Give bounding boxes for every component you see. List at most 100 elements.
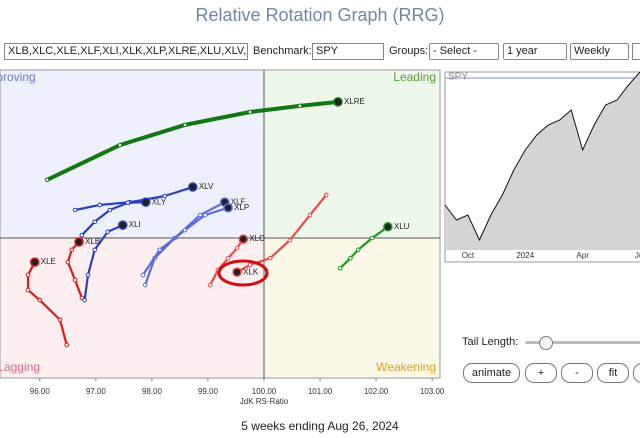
x-tick-label: 103.00 bbox=[420, 387, 445, 396]
head-point bbox=[140, 197, 151, 207]
tail-point bbox=[267, 255, 273, 261]
tail-point bbox=[125, 200, 131, 206]
series-label: XLF bbox=[231, 197, 246, 206]
fit-button[interactable]: fit bbox=[597, 363, 629, 383]
price-x-label: Oct bbox=[462, 251, 475, 260]
tail-point bbox=[92, 219, 98, 225]
price-x-label: 2024 bbox=[516, 251, 534, 260]
tail-point bbox=[202, 212, 208, 218]
tail-point bbox=[323, 192, 329, 198]
tail-point bbox=[337, 265, 343, 271]
price-symbol: SPY bbox=[448, 72, 468, 83]
plus-button[interactable]: + bbox=[525, 363, 557, 383]
quadrant-label: Weakening bbox=[376, 360, 436, 374]
benchmark-label: Benchmark: bbox=[253, 45, 312, 57]
tail-point bbox=[65, 259, 71, 265]
tail-point bbox=[82, 297, 87, 303]
tail-line bbox=[26, 260, 68, 347]
groups-label: Groups: bbox=[389, 45, 429, 57]
tail-point bbox=[69, 247, 75, 253]
highlight-ellipse bbox=[217, 259, 269, 287]
minus-button[interactable]: - bbox=[561, 363, 593, 383]
benchmark-input[interactable]: SPY bbox=[312, 43, 384, 60]
tail-point bbox=[85, 272, 91, 278]
price-x-label: Apr bbox=[576, 251, 589, 260]
frequency-select[interactable]: Weekly bbox=[570, 43, 629, 60]
x-tick-label: 98.00 bbox=[142, 387, 163, 396]
tail-point bbox=[97, 202, 103, 208]
plot-frame bbox=[0, 69, 441, 379]
tail-point bbox=[105, 229, 110, 235]
tail-point bbox=[140, 272, 146, 278]
tail-point bbox=[234, 245, 240, 251]
tail-point bbox=[247, 109, 253, 115]
x-tick-label: 102.00 bbox=[364, 387, 389, 396]
tail-point bbox=[207, 282, 213, 288]
price-x-label: Jul bbox=[635, 251, 640, 260]
animate-button[interactable]: animate bbox=[463, 363, 520, 383]
quadrant-leading bbox=[264, 70, 440, 238]
slider-knob[interactable] bbox=[539, 336, 553, 350]
tail-point bbox=[247, 262, 253, 268]
head-point bbox=[383, 222, 393, 232]
tail-point bbox=[25, 272, 31, 278]
series-label: XLRE bbox=[344, 97, 365, 106]
price-line bbox=[444, 71, 640, 242]
page-title: Relative Rotation Graph (RRG) bbox=[195, 5, 445, 25]
price-panel: SPY Oct 2024 Apr Jul bbox=[444, 71, 640, 263]
tail-line bbox=[45, 99, 340, 182]
series-label: XLV bbox=[199, 182, 214, 191]
tail-point bbox=[142, 282, 148, 288]
series-label: XLU bbox=[394, 222, 410, 231]
tail-length-label: Tail Length: bbox=[462, 336, 519, 348]
tail-point bbox=[25, 287, 31, 293]
x-tick-label: 100.00 bbox=[252, 387, 277, 396]
price-area bbox=[445, 72, 640, 250]
series-label: XLE bbox=[41, 257, 56, 266]
symbols-input[interactable]: XLB,XLC,XLE,XLF,XLI,XLK,XLP,XLRE,XLU,XLV… bbox=[4, 43, 248, 60]
head-point bbox=[223, 203, 233, 213]
head-point bbox=[238, 234, 249, 244]
tail-point bbox=[107, 207, 113, 213]
series-label: XLC bbox=[249, 234, 265, 243]
quadrant-improving bbox=[0, 70, 264, 238]
quadrant-label: Lagging bbox=[0, 360, 40, 374]
period-select[interactable]: 1 year bbox=[503, 43, 567, 60]
tail-slider[interactable] bbox=[525, 341, 640, 344]
tail-point bbox=[197, 212, 203, 218]
quadrant-label: Improving bbox=[0, 70, 36, 84]
head-point bbox=[118, 220, 128, 230]
tail-point bbox=[64, 342, 70, 348]
footer: 5 weeks ending Aug 26, 2024 bbox=[241, 419, 399, 433]
tail-point bbox=[117, 142, 123, 148]
tail-point bbox=[72, 207, 78, 213]
quadrant-label: Leading bbox=[393, 70, 436, 84]
tail-point bbox=[79, 295, 85, 301]
series-label: XLY bbox=[152, 197, 167, 206]
head-point bbox=[30, 257, 40, 267]
tail-point bbox=[355, 247, 361, 253]
toolbar-button[interactable] bbox=[632, 43, 640, 60]
x-tick-label: 96.00 bbox=[30, 387, 51, 396]
groups-select[interactable]: - Select - bbox=[429, 43, 499, 60]
tail-point bbox=[297, 103, 303, 109]
tail-point bbox=[157, 247, 163, 253]
head-point bbox=[232, 267, 242, 277]
head-point bbox=[188, 182, 198, 192]
tail-point bbox=[348, 255, 353, 261]
x-tick-label: 99.00 bbox=[198, 387, 219, 396]
series-label: XLI bbox=[129, 220, 141, 229]
series-label: XLK bbox=[243, 267, 259, 276]
head-point bbox=[333, 97, 343, 107]
tail-point bbox=[287, 237, 293, 243]
x-tick-label: 97.00 bbox=[86, 387, 107, 396]
tail-point bbox=[79, 232, 85, 238]
series-label: XLP bbox=[234, 203, 249, 212]
tail-point bbox=[307, 212, 313, 218]
head-point bbox=[74, 237, 84, 247]
tail-point bbox=[182, 227, 188, 233]
tail-point bbox=[44, 177, 50, 183]
series-label: XLB bbox=[85, 237, 100, 246]
